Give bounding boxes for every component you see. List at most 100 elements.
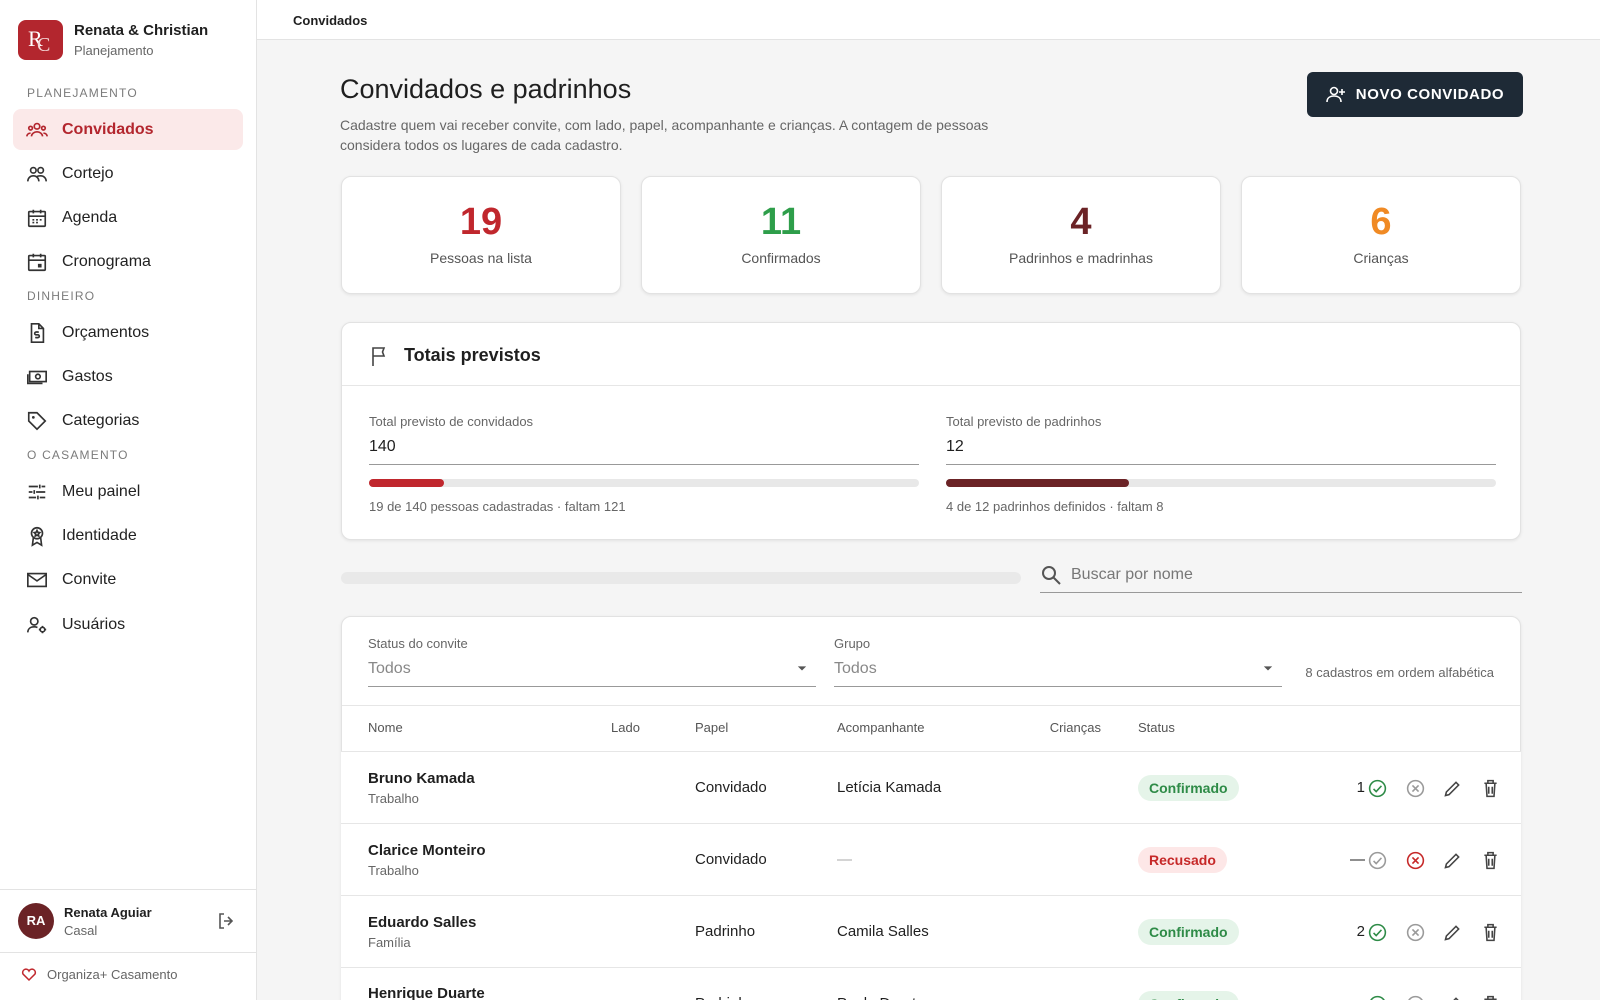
page-title: Convidados e padrinhos xyxy=(340,74,632,104)
guest-name[interactable]: Henrique Duarte xyxy=(368,985,485,1000)
guest-group: Trabalho xyxy=(368,791,419,806)
edit-button[interactable] xyxy=(1442,994,1463,1000)
logo: R C xyxy=(18,20,63,60)
filter-value[interactable]: Todos xyxy=(368,660,411,677)
nav-label: Usuários xyxy=(62,615,126,633)
nav-item[interactable]: Cronograma xyxy=(13,242,243,283)
button-label: NOVO CONVIDADO xyxy=(1355,86,1505,103)
logo-letter: C xyxy=(37,34,51,56)
guest-role: Padrinho xyxy=(695,995,755,1000)
result-count: 8 cadastros em ordem alfabética xyxy=(1305,665,1494,680)
dropdown-arrow xyxy=(1263,666,1273,671)
nav-item[interactable]: Usuários xyxy=(13,604,243,645)
delete-button[interactable] xyxy=(1480,850,1501,871)
avatar: RA xyxy=(18,903,54,939)
column-header: Acompanhante xyxy=(837,720,925,735)
nav-label: Identidade xyxy=(62,526,137,544)
delete-button[interactable] xyxy=(1480,922,1501,943)
nav-icon xyxy=(27,412,47,431)
guest-group: Família xyxy=(368,935,411,950)
nav-item[interactable]: Convidados xyxy=(13,109,243,150)
totals-card: Totais previstos Total previsto de convi… xyxy=(341,322,1521,540)
footer-icon xyxy=(21,968,37,982)
guest-name[interactable]: Eduardo Salles xyxy=(368,914,477,931)
nav-section-title: PLANEJAMENTO xyxy=(27,86,138,100)
table-row: Henrique Duarte Padrinho Paula Duarte Confi… xyxy=(341,967,1521,1000)
nav-item[interactable]: Orçamentos xyxy=(13,312,243,353)
nav-label: Categorias xyxy=(62,412,140,430)
field-label: Total previsto de convidados xyxy=(369,414,534,429)
field-value[interactable]: 140 xyxy=(369,438,396,455)
nav-icon xyxy=(27,166,47,182)
filter-value[interactable]: Todos xyxy=(834,660,877,677)
guest-companion: Paula Duarte xyxy=(837,995,925,1000)
nav-icon xyxy=(28,484,46,499)
confirm-button[interactable] xyxy=(1367,922,1388,943)
nav-item[interactable]: Gastos xyxy=(13,357,243,398)
decline-button[interactable] xyxy=(1405,922,1426,943)
guest-children: 2 xyxy=(1356,923,1365,940)
nav-icon xyxy=(27,616,47,633)
confirm-button[interactable] xyxy=(1367,850,1388,871)
totals-title: Totais previstos xyxy=(404,345,541,365)
table-row: Eduardo Salles Família Padrinho Camila Sall… xyxy=(341,895,1521,967)
nav-label: Orçamentos xyxy=(62,323,150,341)
guest-name[interactable]: Bruno Kamada xyxy=(368,770,475,787)
guest-group: Trabalho xyxy=(368,863,419,878)
filter-label: Status do convite xyxy=(368,636,468,651)
confirm-button[interactable] xyxy=(1367,994,1388,1000)
progress-bar xyxy=(946,479,1130,487)
stat-value: 4 xyxy=(1070,201,1092,243)
nav-item[interactable]: Agenda xyxy=(13,198,243,239)
field-label: Total previsto de padrinhos xyxy=(946,414,1102,429)
nav-item[interactable]: Cortejo xyxy=(13,153,243,194)
nav-item[interactable]: Categorias xyxy=(13,401,243,442)
progress-caption: 4 de 12 padrinhos definidos · faltam 8 xyxy=(946,499,1164,514)
nav-label: Meu painel xyxy=(62,482,141,500)
guest-companion: Letícia Kamada xyxy=(837,779,942,796)
logout-button[interactable] xyxy=(216,911,236,931)
topbar: Convidados xyxy=(257,0,1600,40)
stat-label: Confirmados xyxy=(741,250,821,266)
filter-underline xyxy=(368,686,816,687)
nav-label: Gastos xyxy=(62,368,113,385)
guest-role: Padrinho xyxy=(695,923,756,940)
edit-button[interactable] xyxy=(1442,850,1463,871)
nav-item[interactable]: Convite xyxy=(13,560,243,601)
progress-caption: 19 de 140 pessoas cadastradas · faltam 1… xyxy=(369,499,626,514)
delete-button[interactable] xyxy=(1480,994,1501,1000)
decline-button[interactable] xyxy=(1405,778,1426,799)
status-pill: Confirmado xyxy=(1138,919,1239,945)
progress-bar xyxy=(369,479,444,487)
edit-button[interactable] xyxy=(1442,922,1463,943)
nav-section-title: DINHEIRO xyxy=(27,289,96,304)
new-guest-button[interactable]: NOVO CONVIDADO xyxy=(1307,72,1523,117)
nav-item[interactable]: Meu painel xyxy=(13,471,243,512)
table-row: Bruno Kamada Trabalho Convidado Letícia Kam… xyxy=(341,751,1521,823)
stat-label: Crianças xyxy=(1353,250,1409,266)
logo-letter: R xyxy=(28,26,43,51)
guest-role: Convidado xyxy=(695,851,767,868)
guest-children: 1 xyxy=(1356,779,1365,796)
decline-button[interactable] xyxy=(1405,994,1426,1000)
stat-label: Pessoas na lista xyxy=(430,250,532,266)
field-underline xyxy=(946,464,1496,465)
confirm-button[interactable] xyxy=(1367,778,1388,799)
nav-item[interactable]: Identidade xyxy=(13,515,243,556)
column-header: Status xyxy=(1138,720,1175,735)
divider xyxy=(0,889,256,890)
stat-label: Padrinhos e madrinhas xyxy=(1009,250,1153,266)
topbar-title: Convidados xyxy=(293,13,368,28)
stat-value: 11 xyxy=(760,201,802,243)
user-role: Casal xyxy=(64,923,98,938)
delete-button[interactable] xyxy=(1480,778,1501,799)
field-value[interactable]: 12 xyxy=(946,438,964,455)
divider xyxy=(0,952,256,953)
decline-button[interactable] xyxy=(1405,850,1426,871)
edit-button[interactable] xyxy=(1442,778,1463,799)
add-icon xyxy=(1325,86,1345,102)
search-underline xyxy=(1040,592,1522,593)
column-header: Papel xyxy=(695,720,729,735)
search-input[interactable]: Buscar por nome xyxy=(1071,566,1193,583)
guest-name[interactable]: Clarice Monteiro xyxy=(368,842,486,859)
